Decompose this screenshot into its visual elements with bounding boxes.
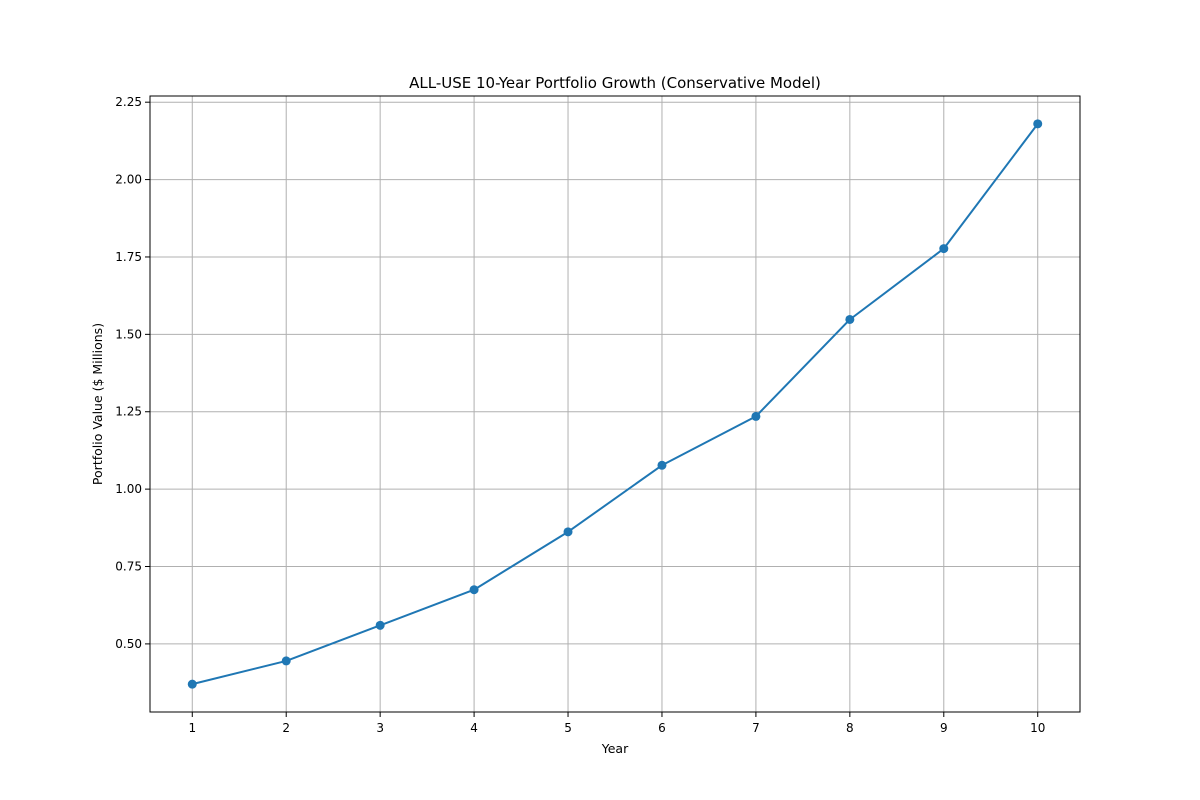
data-point-year-5 xyxy=(563,527,573,537)
y-tick-label: 0.50 xyxy=(115,637,142,651)
data-point-year-8 xyxy=(845,314,855,324)
x-tick-label: 8 xyxy=(846,721,854,735)
data-point-year-1 xyxy=(187,679,197,689)
data-point-year-3 xyxy=(375,620,385,630)
y-tick-label: 1.75 xyxy=(115,250,142,264)
y-axis-label: Portfolio Value ($ Millions) xyxy=(90,323,105,485)
data-point-year-7 xyxy=(751,411,761,421)
data-point-year-4 xyxy=(469,585,479,595)
x-tick-label: 6 xyxy=(658,721,666,735)
markers-layer xyxy=(187,119,1043,689)
x-tick-label: 5 xyxy=(564,721,572,735)
x-tick-label: 7 xyxy=(752,721,760,735)
data-point-year-6 xyxy=(657,460,667,470)
x-tick-label: 2 xyxy=(282,721,290,735)
x-tick-label: 1 xyxy=(188,721,196,735)
x-tick-label: 9 xyxy=(940,721,948,735)
grid xyxy=(150,96,1080,712)
x-axis-label: Year xyxy=(601,741,629,756)
x-tick-label: 10 xyxy=(1030,721,1045,735)
x-tick-label: 3 xyxy=(376,721,384,735)
data-point-year-9 xyxy=(939,244,949,254)
y-tick-label: 2.25 xyxy=(115,95,142,109)
y-axis: 0.50 0.75 1.00 1.25 1.50 1.75 2.00 2.25 xyxy=(115,95,150,651)
series-line xyxy=(192,123,1039,686)
y-tick-label: 1.50 xyxy=(115,327,142,341)
x-axis: 1 2 3 4 5 6 7 8 9 10 xyxy=(188,712,1045,735)
series-layer xyxy=(192,123,1039,686)
plot-frame xyxy=(149,95,1081,713)
y-tick-label: 2.00 xyxy=(115,173,142,187)
y-tick-label: 1.25 xyxy=(115,405,142,419)
data-point-year-10 xyxy=(1033,119,1043,129)
data-point-year-2 xyxy=(281,656,291,666)
y-tick-label: 0.75 xyxy=(115,560,142,574)
plot-area xyxy=(150,96,1080,712)
chart-title: ALL-USE 10-Year Portfolio Growth (Conser… xyxy=(409,74,821,92)
y-tick-label: 1.00 xyxy=(115,482,142,496)
x-tick-label: 4 xyxy=(470,721,478,735)
